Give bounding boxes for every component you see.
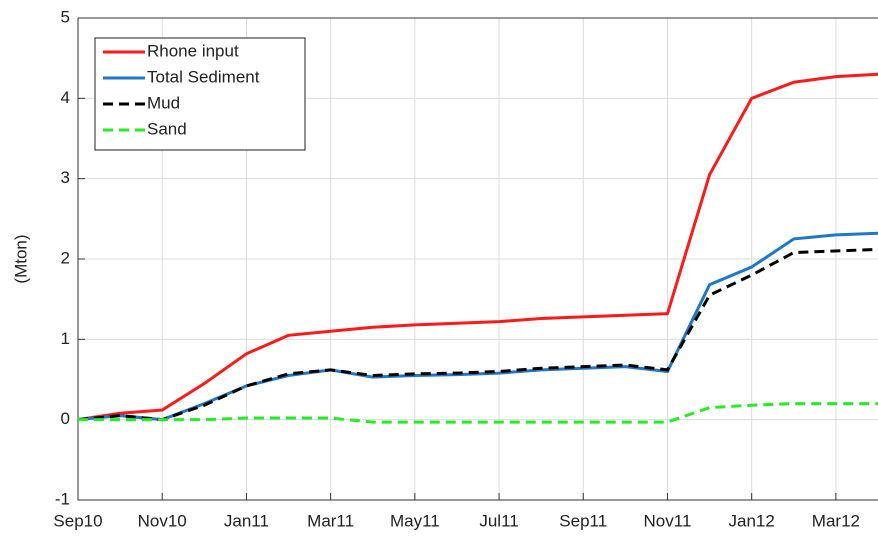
x-tick-label: Mar11 (307, 511, 354, 530)
legend-label: Total Sediment (147, 67, 260, 86)
y-tick-label: 5 (61, 7, 70, 26)
x-tick-label: Jul11 (479, 511, 518, 530)
x-tick-label: May11 (390, 511, 440, 530)
y-tick-label: 1 (61, 329, 70, 348)
x-tick-label: Nov10 (138, 511, 187, 530)
y-tick-label: 3 (61, 168, 70, 187)
series-line (78, 402, 878, 424)
y-tick-label: 2 (61, 248, 70, 267)
series-line (77, 72, 878, 422)
legend-label: Sand (147, 119, 187, 138)
y-axis-label: (Mton) (11, 234, 30, 283)
x-tick-label: Sep10 (53, 511, 102, 530)
x-tick-label: Mar12 (812, 511, 860, 530)
y-tick-label: 4 (61, 88, 70, 107)
x-tick-label: Nov11 (644, 511, 692, 530)
legend-label: Rhone input (147, 41, 239, 60)
x-tick-label: Jan12 (729, 511, 775, 530)
legend-label: Mud (147, 93, 180, 112)
x-tick-label: Jan11 (224, 511, 269, 530)
x-tick-label: Sep11 (559, 511, 607, 530)
legend-box (94, 37, 306, 151)
series-line (77, 231, 878, 422)
y-tick-label: -1 (55, 489, 70, 508)
axis-frame (77, 17, 878, 501)
y-tick-label: 0 (61, 409, 70, 428)
series-line (77, 247, 878, 422)
